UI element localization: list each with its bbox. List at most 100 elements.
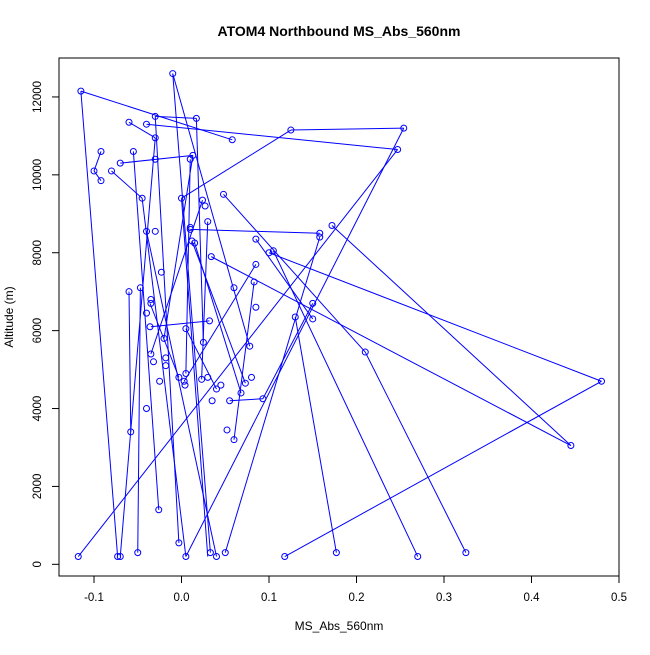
data-point [143,309,150,317]
data-point [206,549,214,557]
data-point [125,288,133,296]
data-point [186,225,194,233]
series-line-segment [201,221,209,380]
data-point [241,379,249,387]
data-point [160,334,168,342]
data-point [151,112,159,120]
series-line-segment [268,252,602,382]
data-point [151,134,159,142]
series-line-segment [128,291,132,432]
series-line-segment [111,170,143,199]
series-line-segment [229,398,263,402]
series-line-segment [172,73,211,553]
series-line-segment [233,281,255,440]
data-point [237,389,245,397]
series-line-segment [137,287,141,553]
series-line-segment [181,129,292,199]
series-line-segment [284,380,602,557]
data-point [151,227,159,235]
series-line-segment [223,193,366,353]
data-point [169,70,177,78]
data-point [217,381,225,389]
data-point [221,549,229,557]
data-point [204,373,212,381]
y-axis: 0 2000 4000 6000 8000 10000 12000 [32,81,60,568]
data-point [199,196,206,204]
y-tick-label: 12000 [32,81,44,113]
data-point [598,377,605,385]
data-point [316,233,324,241]
chart-title: ATOM4 Northbound MS_Abs_560nm [218,23,461,39]
data-point [198,375,206,383]
series-line-segment [149,303,180,378]
x-tick-label: -0.1 [84,592,104,604]
data-lines [77,73,602,557]
series-line-segment [155,115,197,119]
data-point [125,118,133,126]
data-point [316,229,324,237]
data-point [156,377,164,385]
x-tick-label: 0.1 [261,592,277,604]
data-point [182,553,190,561]
data-point [248,373,255,381]
data-point [206,317,213,325]
data-point [207,253,215,261]
data-point [199,338,207,346]
x-axis-label: MS_Abs_560nm [295,619,384,633]
data-point [77,87,85,95]
x-tick-label: 0.0 [174,592,190,604]
data-point [208,397,216,405]
series-line-segment [190,228,320,234]
data-point [134,549,142,557]
data-point [462,549,470,557]
x-axis: -0.1 0.0 0.1 0.2 0.3 0.4 0.5 [84,575,627,604]
data-point [186,223,194,231]
series-line-segment [185,328,217,390]
data-point [97,177,105,185]
series-line-segment [141,198,187,557]
data-point [97,147,105,155]
y-axis-label: Altitude (m) [2,286,16,347]
data-point [230,436,238,444]
series-line-segment [80,91,119,557]
series-line-segment [132,151,160,510]
series-line-segment [172,73,251,347]
data-point [138,194,146,202]
data-point [394,146,402,154]
series-line-segment [185,159,191,374]
series-line-segment [150,320,210,328]
data-point [269,247,277,255]
series-line-segment [146,231,217,557]
data-point [146,323,154,331]
data-point [309,315,317,323]
data-point [147,295,155,303]
series-line-segment [183,264,257,382]
data-point [287,126,295,134]
data-point [228,136,236,144]
series-line-segment [77,149,399,557]
plot-frame [58,57,620,577]
y-tick-label: 6000 [32,318,44,344]
series-line-segment [262,303,314,400]
data-point [567,442,575,450]
series-line-segment [224,237,321,553]
data-point [136,284,144,292]
data-point [162,362,170,370]
series-line-segment [272,250,419,557]
data-point [250,278,258,286]
data-point [182,369,190,377]
data-point [116,159,124,167]
data-point [246,342,254,350]
data-point [150,358,157,366]
y-tick-label: 0 [32,561,44,567]
y-tick-label: 2000 [32,474,44,500]
data-point [328,221,336,229]
series-line-segment [146,123,398,151]
data-point [175,539,183,547]
data-point [143,227,150,235]
data-point [400,124,408,132]
series-line-segment [331,225,572,446]
data-point [129,147,137,155]
series-line-segment [185,127,405,557]
